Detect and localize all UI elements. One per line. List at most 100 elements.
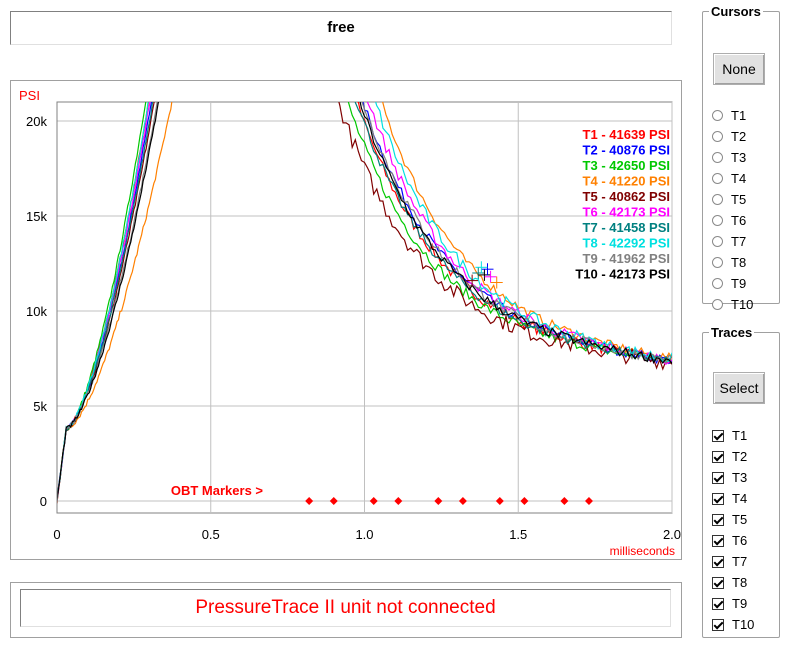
cursor-option-t5[interactable]: T5 — [712, 189, 753, 210]
obt-marker — [584, 497, 593, 505]
traces-group-title: Traces — [711, 325, 753, 340]
obt-marker — [305, 497, 314, 505]
trace-checkbox[interactable] — [712, 618, 724, 631]
trace-option-t8[interactable]: T8 — [712, 572, 754, 593]
cursor-option-label: T4 — [731, 171, 747, 186]
trace-option-label: T8 — [732, 575, 748, 590]
cursor-option-label: T1 — [731, 108, 747, 123]
cursors-group-title: Cursors — [711, 4, 761, 19]
trace-option-t5[interactable]: T5 — [712, 509, 754, 530]
cursor-option-label: T2 — [731, 129, 747, 144]
cursor-option-label: T9 — [731, 276, 747, 291]
cursor-radio[interactable] — [712, 173, 723, 184]
obt-marker — [458, 497, 467, 505]
legend-entry-t6: T6 - 42173 PSI — [583, 205, 670, 220]
cursor-option-t7[interactable]: T7 — [712, 231, 753, 252]
y-unit-label: PSI — [19, 88, 40, 103]
trace-options-list: T1 T2 T3 T4 T5 T6 T7 T8 T9 T10 — [712, 425, 754, 635]
trace-line-t3 — [57, 102, 672, 499]
traces-select-button[interactable]: Select — [713, 372, 765, 404]
trace-option-label: T3 — [732, 470, 748, 485]
y-tick-label: 5k — [33, 399, 47, 414]
cursor-options-list: T1 T2 T3 T4 T5 T6 T7 T8 T9 T10 — [712, 105, 753, 315]
trace-crosshair-marker — [484, 270, 497, 283]
cursor-option-t4[interactable]: T4 — [712, 168, 753, 189]
trace-crosshair-marker — [475, 261, 488, 274]
trace-checkbox[interactable] — [712, 492, 724, 505]
session-name-box: free — [10, 11, 672, 45]
cursor-radio[interactable] — [712, 299, 723, 310]
trace-option-label: T4 — [732, 491, 748, 506]
cursors-group: Cursors None T1 T2 T3 T4 T5 T6 T7 T8 T9 T10 — [702, 4, 780, 312]
x-tick-label: 2.0 — [663, 527, 681, 542]
cursor-radio[interactable] — [712, 215, 723, 226]
cursor-option-label: T8 — [731, 255, 747, 270]
cursor-option-t9[interactable]: T9 — [712, 273, 753, 294]
session-name: free — [327, 19, 355, 36]
legend-entry-t4: T4 - 41220 PSI — [583, 174, 670, 189]
pressure-chart-panel: 0 5k 10k 15k 20k 0 0.5 1.0 1.5 2.0 PSI milliseconds… — [10, 80, 682, 560]
legend-entry-t5: T5 - 40862 PSI — [583, 189, 670, 204]
trace-option-t3[interactable]: T3 — [712, 467, 754, 488]
trace-option-t7[interactable]: T7 — [712, 551, 754, 572]
trace-option-t9[interactable]: T9 — [712, 593, 754, 614]
trace-option-t10[interactable]: T10 — [712, 614, 754, 635]
obt-marker — [520, 497, 529, 505]
cursor-option-t2[interactable]: T2 — [712, 126, 753, 147]
x-tick-label: 1.5 — [509, 527, 527, 542]
legend-entry-t10: T10 - 42173 PSI — [575, 267, 670, 282]
trace-checkbox[interactable] — [712, 450, 724, 463]
cursor-radio[interactable] — [712, 278, 723, 289]
y-tick-label: 15k — [26, 209, 47, 224]
pressure-chart[interactable]: 0 5k 10k 15k 20k 0 0.5 1.0 1.5 2.0 PSI milliseconds… — [11, 81, 681, 559]
trace-crosshair-marker — [466, 274, 479, 287]
trace-checkbox[interactable] — [712, 471, 724, 484]
traces-group: Traces Select T1 T2 T3 T4 T5 T6 T7 T8 T9 T10 — [702, 325, 780, 638]
cursor-option-t3[interactable]: T3 — [712, 147, 753, 168]
trace-option-t1[interactable]: T1 — [712, 425, 754, 446]
legend-entry-t8: T8 - 42292 PSI — [583, 236, 670, 251]
cursor-radio[interactable] — [712, 194, 723, 205]
trace-option-t6[interactable]: T6 — [712, 530, 754, 551]
trace-checkbox[interactable] — [712, 513, 724, 526]
trace-checkbox[interactable] — [712, 597, 724, 610]
cursor-radio[interactable] — [712, 131, 723, 142]
obt-marker — [369, 497, 378, 505]
trace-lines — [57, 102, 672, 504]
trace-option-label: T5 — [732, 512, 748, 527]
y-tick-label: 10k — [26, 304, 47, 319]
cursor-option-t10[interactable]: T10 — [712, 294, 753, 315]
trace-option-label: T9 — [732, 596, 748, 611]
cursor-option-t8[interactable]: T8 — [712, 252, 753, 273]
trace-checkbox[interactable] — [712, 576, 724, 589]
trace-option-label: T7 — [732, 554, 748, 569]
trace-checkbox[interactable] — [712, 429, 724, 442]
status-box: PressureTrace II unit not connected — [20, 589, 671, 627]
trace-line-t9 — [57, 102, 672, 503]
trace-option-t4[interactable]: T4 — [712, 488, 754, 509]
trace-crosshair-marker — [490, 276, 503, 289]
trace-crosshair-marker — [478, 268, 491, 281]
cursor-radio[interactable] — [712, 257, 723, 268]
legend-entry-t7: T7 - 41458 PSI — [583, 220, 670, 235]
cursor-radio[interactable] — [712, 236, 723, 247]
cursor-radio[interactable] — [712, 110, 723, 121]
y-tick-label: 0 — [40, 494, 47, 509]
trace-option-label: T2 — [732, 449, 748, 464]
cursor-option-label: T6 — [731, 213, 747, 228]
cursor-option-label: T5 — [731, 192, 747, 207]
obt-marker — [560, 497, 569, 505]
cursor-option-t1[interactable]: T1 — [712, 105, 753, 126]
trace-line-t7 — [57, 102, 672, 501]
trace-crosshair-marker — [472, 267, 485, 279]
x-tick-label: 1.0 — [355, 527, 373, 542]
trace-option-label: T10 — [732, 617, 755, 632]
trace-checkbox[interactable] — [712, 555, 724, 568]
obt-marker — [495, 497, 504, 505]
cursor-option-t6[interactable]: T6 — [712, 210, 753, 231]
cursor-radio[interactable] — [712, 152, 723, 163]
cursors-none-button[interactable]: None — [713, 53, 765, 85]
trace-option-t2[interactable]: T2 — [712, 446, 754, 467]
trace-checkbox[interactable] — [712, 534, 724, 547]
